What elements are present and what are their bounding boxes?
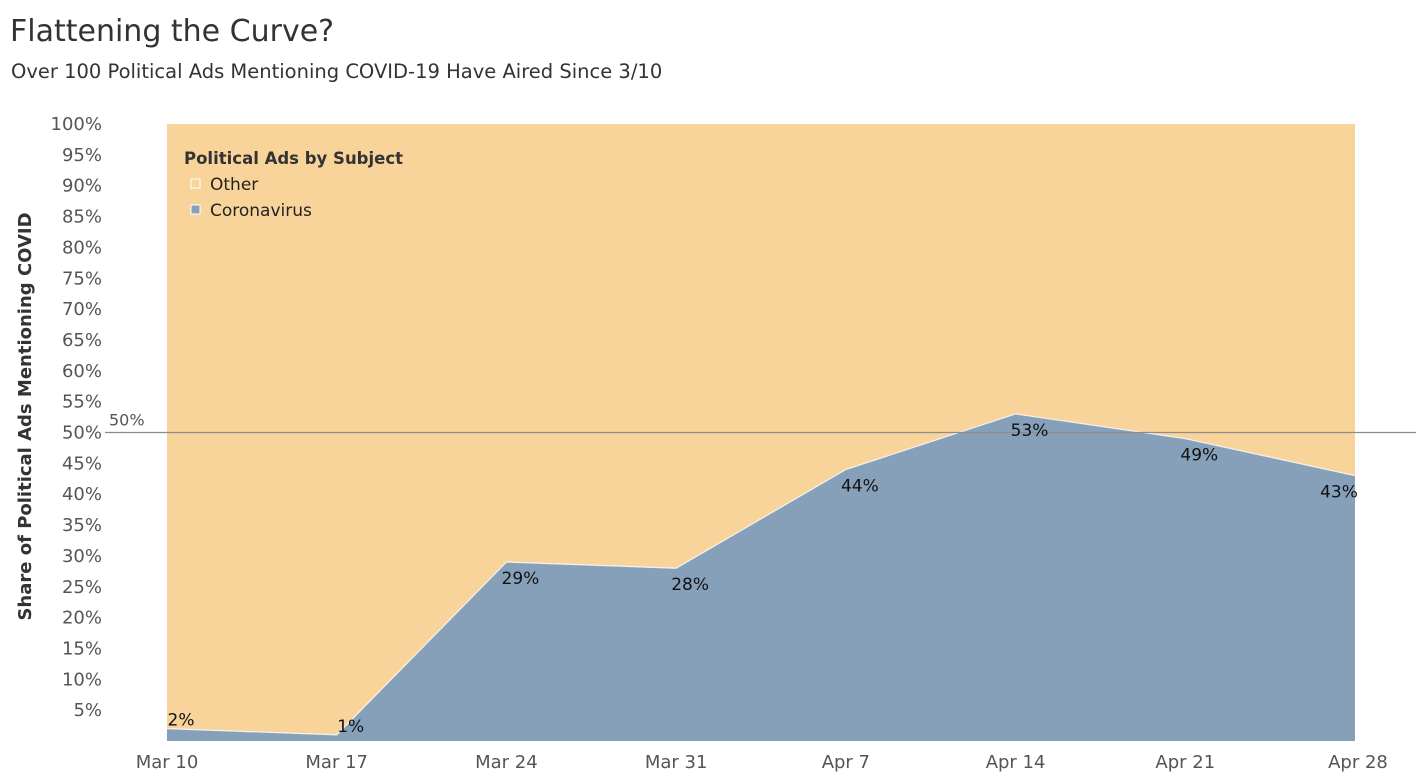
data-label: 29% [502, 569, 540, 589]
data-label: 1% [337, 717, 364, 737]
data-label: 49% [1180, 446, 1218, 466]
x-tick-label: Apr 14 [986, 752, 1046, 773]
y-tick-label: 20% [62, 608, 102, 629]
y-tick-label: 60% [62, 361, 102, 382]
y-tick-label: 15% [62, 638, 102, 659]
x-tick-label: Mar 24 [475, 752, 538, 773]
y-axis-label: Share of Political Ads Mentioning COVID [15, 212, 36, 620]
x-tick-label: Apr 28 [1328, 752, 1388, 773]
y-tick-label: 45% [62, 453, 102, 474]
x-tick-label: Mar 10 [136, 752, 199, 773]
y-tick-label: 35% [62, 515, 102, 536]
data-label: 28% [671, 575, 709, 595]
reference-line-label: 50% [109, 411, 145, 430]
legend-swatch-other [190, 178, 201, 189]
legend-title: Political Ads by Subject [184, 149, 403, 168]
y-tick-label: 55% [62, 392, 102, 413]
data-label: 2% [168, 711, 195, 731]
chart-title: Flattening the Curve? [10, 14, 335, 49]
y-tick-label: 40% [62, 484, 102, 505]
y-tick-label: 10% [62, 669, 102, 690]
x-tick-label: Apr 7 [822, 752, 870, 773]
y-tick-label: 30% [62, 546, 102, 567]
x-tick-label: Mar 17 [305, 752, 368, 773]
y-tick-label: 100% [51, 114, 102, 135]
data-label: 44% [841, 477, 879, 497]
y-tick-label: 80% [62, 237, 102, 258]
y-tick-label: 90% [62, 176, 102, 197]
y-tick-label: 5% [73, 700, 102, 721]
chart-subtitle: Over 100 Political Ads Mentioning COVID-… [11, 60, 663, 83]
data-label: 43% [1320, 483, 1358, 503]
series-line-coronavirus [166, 413, 1356, 736]
y-tick-label: 70% [62, 299, 102, 320]
data-label: 53% [1011, 421, 1049, 441]
y-tick-label: 25% [62, 577, 102, 598]
x-tick-label: Apr 21 [1155, 752, 1215, 773]
legend-swatch-coronavirus [190, 204, 201, 215]
y-tick-label: 85% [62, 207, 102, 228]
legend-label-other: Other [210, 175, 258, 195]
area-coronavirus [167, 413, 1355, 741]
legend-label-coronavirus: Coronavirus [210, 201, 312, 221]
x-tick-label: Mar 31 [645, 752, 708, 773]
y-tick-label: 50% [62, 423, 102, 444]
y-tick-label: 65% [62, 330, 102, 351]
y-tick-label: 75% [62, 268, 102, 289]
y-tick-label: 95% [62, 145, 102, 166]
